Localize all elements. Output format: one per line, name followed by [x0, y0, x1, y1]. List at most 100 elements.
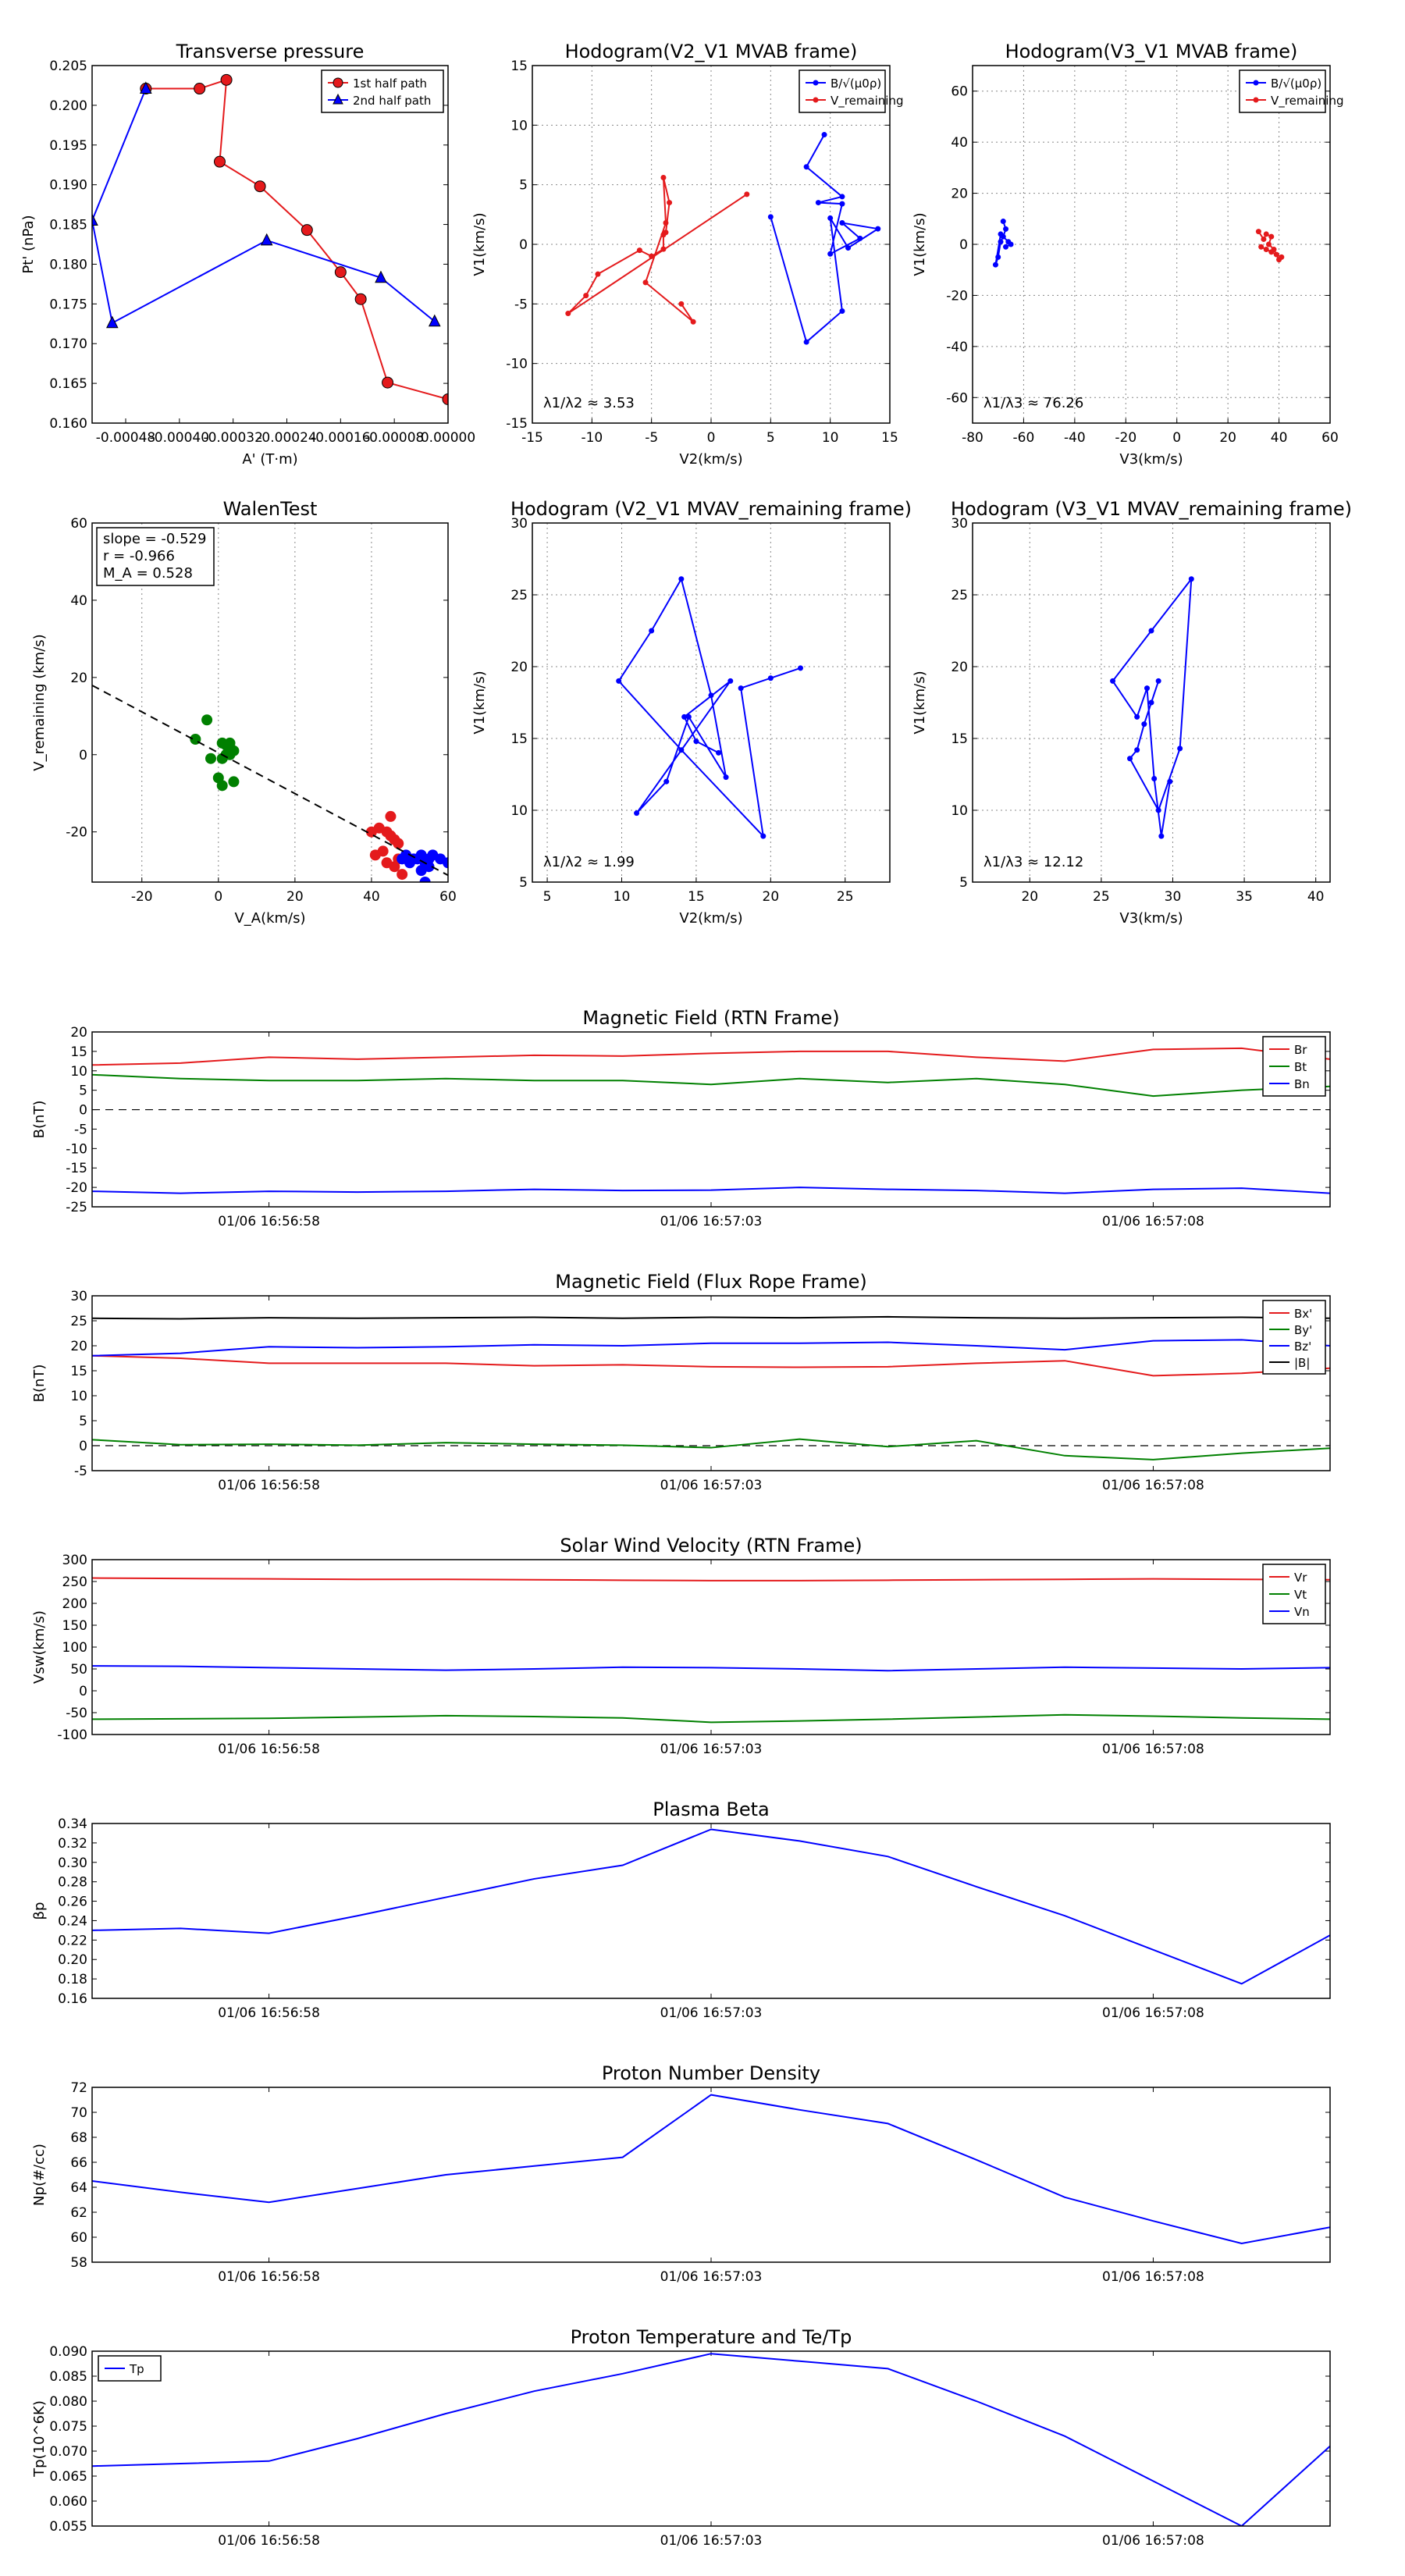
- y-axis-label: Tp(10^6K): [31, 2400, 48, 2478]
- chart-title: Hodogram (V2_V1 MVAV_remaining frame): [510, 498, 912, 520]
- data-point: [1148, 699, 1154, 706]
- y-tick-label: 20: [70, 671, 87, 686]
- legend-label-Vt: Vt: [1294, 1588, 1307, 1602]
- y-tick-label: 0.175: [49, 297, 87, 312]
- data-point: [354, 293, 367, 305]
- x-tick-label: 5: [767, 430, 775, 446]
- y-tick-label: 60: [70, 516, 87, 532]
- ticks: -15 -10 -5 0 5 10 15 -15 -10 -5 0 5 10 15: [506, 59, 898, 446]
- stats-line: M_A = 0.528: [103, 565, 193, 582]
- x-axis-label: V2(km/s): [679, 910, 742, 927]
- ticks: -20 0 20 40 60 -20 0 20 40 60: [66, 516, 457, 905]
- x-tick-label: -0.00048: [96, 430, 155, 446]
- x-tick-label: 40: [1307, 889, 1325, 905]
- data-point: [678, 747, 685, 753]
- data-point: [369, 849, 381, 861]
- x-tick-label: -40: [1064, 430, 1086, 446]
- chart-title: Solar Wind Velocity (RTN Frame): [560, 1535, 862, 1557]
- chart-panel-np: 01/06 16:56:58 01/06 16:57:03 01/06 16:57:…: [31, 2062, 1331, 2285]
- data-point: [839, 194, 845, 200]
- y-tick-label: 0: [79, 1103, 87, 1119]
- y-tick-label: 10: [510, 118, 528, 133]
- x-tick-label: 01/06 16:57:03: [660, 2533, 763, 2549]
- data-layer: [92, 2353, 1330, 2526]
- x-tick-label: 01/06 16:57:03: [660, 2269, 763, 2285]
- plot-frame: [91, 522, 449, 883]
- x-tick-label: 0: [1172, 430, 1181, 446]
- data-point: [803, 339, 809, 345]
- x-tick-label: 20: [1219, 430, 1236, 446]
- y-tick-label: 0.070: [49, 2444, 87, 2460]
- stats-line: r = -0.966: [103, 548, 175, 564]
- y-axis-label: V1(km/s): [912, 671, 928, 734]
- data-point: [1144, 685, 1151, 692]
- x-tick-label: 15: [688, 889, 705, 905]
- series-line-B/√(μ0ρ): [770, 134, 880, 343]
- y-tick-label: 5: [519, 178, 528, 194]
- data-point: [998, 231, 1004, 237]
- data-point: [815, 200, 821, 206]
- x-tick-label: 40: [1271, 430, 1288, 446]
- chart-panel-vsw: 01/06 16:56:58 01/06 16:57:03 01/06 16:57:…: [31, 1535, 1331, 1757]
- data-point: [1151, 776, 1158, 782]
- plot-frame: [91, 65, 449, 424]
- chart-title: Hodogram (V3_V1 MVAV_remaining frame): [951, 498, 1352, 520]
- data-point: [1263, 247, 1269, 253]
- x-tick-label: 5: [543, 889, 552, 905]
- plot-frame: [972, 522, 1331, 883]
- legend-marker: [333, 77, 343, 88]
- y-tick-label: -10: [506, 357, 528, 372]
- y-axis-label: V_remaining (km/s): [31, 634, 48, 770]
- x-tick-label: 01/06 16:57:03: [660, 2005, 763, 2021]
- data-point: [685, 713, 692, 720]
- data-point: [660, 175, 667, 181]
- data-point: [92, 213, 98, 226]
- x-tick-label: -60: [1013, 430, 1035, 446]
- y-tick-label: 0.32: [58, 1836, 87, 1852]
- x-tick-label: 01/06 16:56:58: [218, 2269, 320, 2285]
- x-tick-label: 01/06 16:56:58: [218, 2533, 320, 2549]
- data-point: [301, 224, 313, 237]
- legend-label-Bn: Bn: [1294, 1077, 1310, 1091]
- y-axis-label: Pt' (nPa): [20, 215, 37, 273]
- x-axis-label: V2(km/s): [679, 451, 742, 468]
- plot-frame: [532, 522, 891, 883]
- data-layer: [616, 576, 803, 839]
- y-tick-label: 30: [510, 516, 528, 532]
- x-tick-label: -20: [1115, 430, 1136, 446]
- legend-marker: [813, 80, 819, 86]
- data-point: [213, 155, 226, 168]
- data-point: [1003, 244, 1009, 250]
- x-tick-label: 30: [1165, 889, 1182, 905]
- legend: Vr Vt Vn: [1262, 1564, 1326, 1624]
- data-point: [442, 393, 448, 405]
- x-tick-label: -20: [131, 889, 153, 905]
- y-tick-label: 0: [79, 748, 87, 763]
- y-tick-label: -40: [946, 340, 968, 355]
- data-point: [220, 73, 233, 86]
- legend: Tp: [98, 2355, 162, 2382]
- x-tick-label: -80: [962, 430, 984, 446]
- data-point: [681, 713, 688, 720]
- chart-panel-tp: -0.00048-0.00040-0.00032-0.00024-0.00016…: [20, 41, 475, 468]
- data-point: [845, 245, 852, 251]
- y-tick-label: 0.170: [49, 336, 87, 352]
- legend: 1st half path 2nd half path: [321, 69, 444, 113]
- x-tick-label: 01/06 16:56:58: [218, 1214, 320, 1229]
- series-line-Np: [92, 2094, 1330, 2245]
- data-point: [875, 226, 881, 232]
- y-tick-label: 0.165: [49, 376, 87, 392]
- x-tick-label: 01/06 16:57:03: [660, 1478, 763, 1493]
- chart-title: Proton Number Density: [602, 2062, 820, 2084]
- y-tick-label: 0.160: [49, 416, 87, 432]
- data-point: [1167, 778, 1173, 785]
- legend-marker: [1253, 97, 1259, 103]
- data-point: [827, 215, 834, 221]
- chart-title: Hodogram(V2_V1 MVAB frame): [565, 41, 858, 62]
- data-point: [201, 714, 213, 726]
- data-point: [1008, 241, 1014, 247]
- y-tick-label: 0.24: [58, 1913, 87, 1929]
- y-tick-label: 20: [951, 187, 968, 202]
- ticks: 20 25 30 35 40 5 10 15 20 25 30: [951, 516, 1330, 905]
- data-point: [415, 865, 427, 877]
